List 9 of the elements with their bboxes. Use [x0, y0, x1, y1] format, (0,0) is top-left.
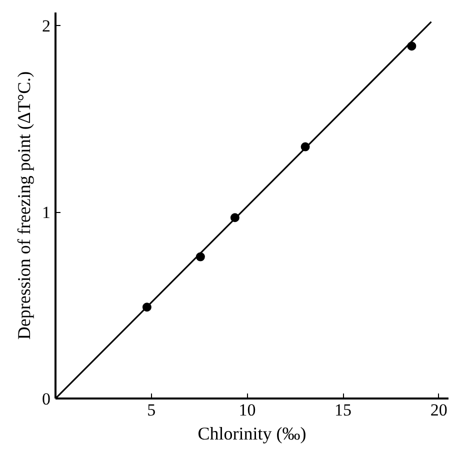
- x-axis-title: Chlorinity (‰): [198, 424, 306, 444]
- y-axis-title: Depression of freezing point (ΔT°C.): [14, 71, 34, 340]
- x-tick-label: 20: [430, 400, 448, 420]
- y-tick-label: 1: [42, 203, 50, 222]
- x-tick-label: 10: [238, 400, 256, 420]
- y-tick-label: 0: [42, 390, 50, 408]
- x-tick-label: 15: [334, 400, 352, 420]
- x-tick-label: 5: [147, 400, 156, 420]
- y-tick-label: 2: [42, 16, 50, 36]
